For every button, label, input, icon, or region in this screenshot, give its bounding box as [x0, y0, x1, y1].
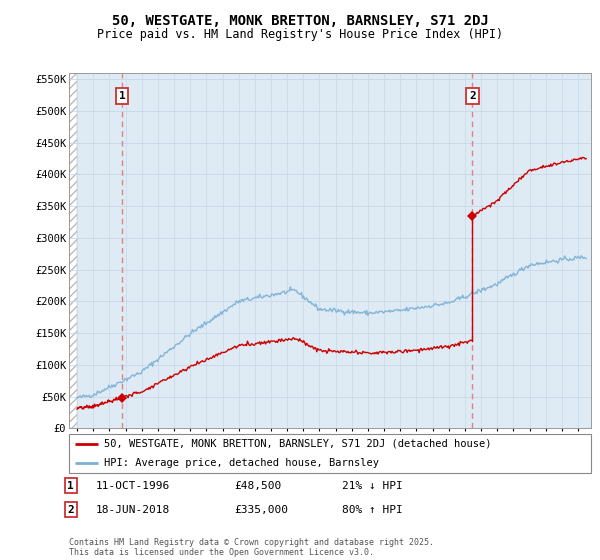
Text: 1: 1	[67, 480, 74, 491]
Text: 1: 1	[119, 91, 125, 101]
FancyBboxPatch shape	[69, 434, 591, 473]
Text: 80% ↑ HPI: 80% ↑ HPI	[342, 505, 403, 515]
Text: 2: 2	[67, 505, 74, 515]
Text: Price paid vs. HM Land Registry's House Price Index (HPI): Price paid vs. HM Land Registry's House …	[97, 28, 503, 41]
Text: 50, WESTGATE, MONK BRETTON, BARNSLEY, S71 2DJ: 50, WESTGATE, MONK BRETTON, BARNSLEY, S7…	[112, 14, 488, 28]
Text: 2: 2	[469, 91, 476, 101]
Text: 11-OCT-1996: 11-OCT-1996	[96, 480, 170, 491]
Text: Contains HM Land Registry data © Crown copyright and database right 2025.
This d: Contains HM Land Registry data © Crown c…	[69, 538, 434, 557]
Text: HPI: Average price, detached house, Barnsley: HPI: Average price, detached house, Barn…	[104, 459, 379, 468]
Text: £335,000: £335,000	[234, 505, 288, 515]
Text: 21% ↓ HPI: 21% ↓ HPI	[342, 480, 403, 491]
Text: 18-JUN-2018: 18-JUN-2018	[96, 505, 170, 515]
Text: £48,500: £48,500	[234, 480, 281, 491]
Text: 50, WESTGATE, MONK BRETTON, BARNSLEY, S71 2DJ (detached house): 50, WESTGATE, MONK BRETTON, BARNSLEY, S7…	[104, 439, 492, 449]
